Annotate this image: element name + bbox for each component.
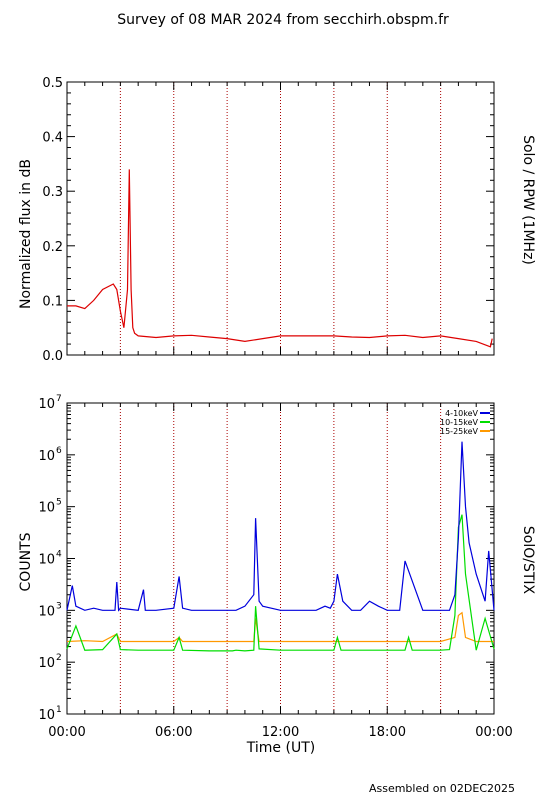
rpw-panel: 0.0 0.1 0.2 0.3 0.4 0.5 Normalized flux in dB… xyxy=(18,76,536,364)
stix-y-tick-label: 10 xyxy=(38,501,55,516)
rpw-guide-lines xyxy=(119,82,442,355)
stix-y-tick-label: 10 xyxy=(38,604,55,619)
rpw-y-tick-label: 0.1 xyxy=(42,294,63,309)
stix-y-tick-label: 10 xyxy=(38,397,55,412)
rpw-series xyxy=(67,169,493,348)
stix-x-ticks: 00:00 06:00 12:00 18:00 00:00 xyxy=(48,403,513,740)
stix-y-tick-exponent: 4 xyxy=(56,550,62,560)
stix-y-tick-exponent: 7 xyxy=(56,394,62,404)
stix-y-tick-label: 10 xyxy=(38,449,55,464)
stix-series-line-0 xyxy=(66,441,495,612)
rpw-y-ticks: 0.0 0.1 0.2 0.3 0.4 0.5 xyxy=(42,76,494,364)
rpw-y-tick-label: 0.4 xyxy=(42,131,63,146)
stix-x-tick-label: 06:00 xyxy=(155,725,192,740)
stix-y-tick-label: 10 xyxy=(38,553,55,568)
rpw-plot-frame xyxy=(66,81,495,356)
stix-guide-lines xyxy=(119,403,442,714)
stix-y-tick-exponent: 2 xyxy=(56,653,62,663)
stix-legend-label: 10-15keV xyxy=(440,418,479,427)
stix-x-tick-label: 00:00 xyxy=(475,725,512,740)
stix-series-line-1 xyxy=(66,514,495,652)
stix-x-tick-label: 18:00 xyxy=(369,725,406,740)
assembled-footer: Assembled on 02DEC2025 xyxy=(369,782,515,795)
stix-right-label: SolO/STIX xyxy=(520,526,536,595)
stix-y-tick-label: 10 xyxy=(38,708,55,723)
stix-x-axis-label: Time (UT) xyxy=(246,740,315,756)
rpw-y-tick-label: 0.3 xyxy=(42,185,63,200)
rpw-y-tick-label: 0.0 xyxy=(42,349,63,364)
stix-y-tick-exponent: 5 xyxy=(56,498,62,508)
stix-series xyxy=(66,441,495,652)
rpw-y-axis-label: Normalized flux in dB xyxy=(18,159,34,309)
stix-legend-label: 4-10keV xyxy=(445,409,478,418)
stix-y-tick-label: 10 xyxy=(38,656,55,671)
stix-x-tick-label: 12:00 xyxy=(262,725,299,740)
rpw-right-label: Solo / RPW (1MHz) xyxy=(520,135,536,265)
stix-y-tick-exponent: 3 xyxy=(56,601,62,611)
stix-legend-label: 15-25keV xyxy=(440,427,479,436)
stix-y-tick-exponent: 6 xyxy=(56,446,62,456)
stix-y-tick-exponent: 1 xyxy=(56,705,62,715)
rpw-x-ticks xyxy=(66,82,495,355)
figure-title: Survey of 08 MAR 2024 from secchirh.obsp… xyxy=(117,12,449,28)
rpw-y-tick-label: 0.2 xyxy=(42,240,63,255)
rpw-flux-line xyxy=(67,169,493,348)
stix-y-axis-label: COUNTS xyxy=(18,532,34,591)
rpw-y-tick-label: 0.5 xyxy=(42,76,63,91)
stix-x-tick-label: 00:00 xyxy=(48,725,85,740)
